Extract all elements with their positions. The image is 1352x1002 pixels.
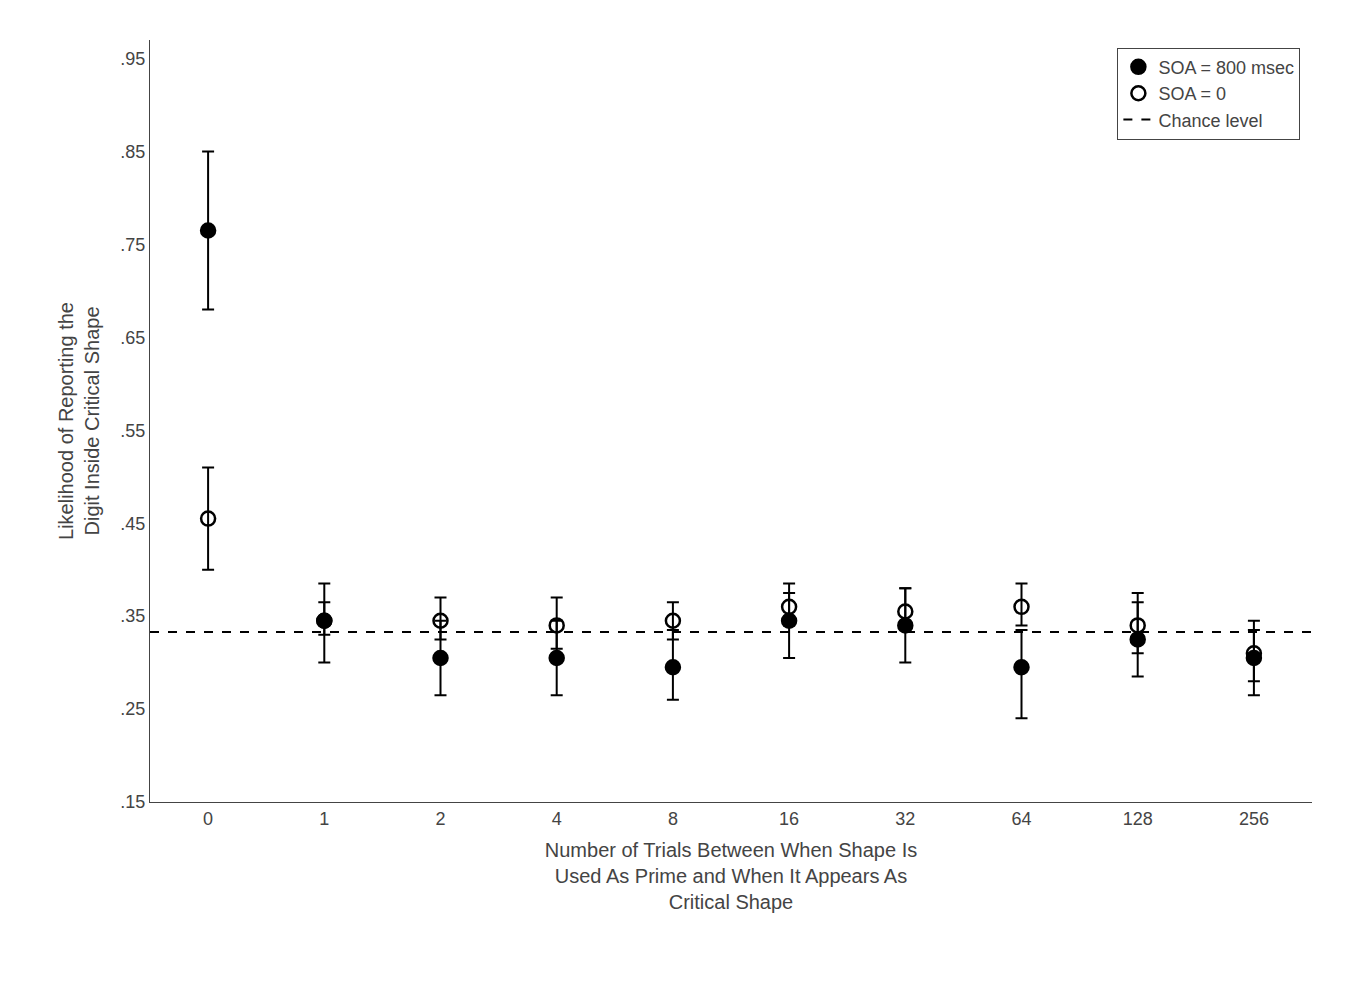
svg-text:256: 256 [1239,809,1269,829]
svg-text:16: 16 [779,809,799,829]
svg-text:SOA = 800 msec: SOA = 800 msec [1158,58,1294,78]
svg-text:128: 128 [1123,809,1153,829]
svg-text:.75: .75 [120,235,145,255]
svg-text:.15: .15 [120,792,145,812]
svg-text:8: 8 [668,809,678,829]
svg-text:Chance level: Chance level [1158,111,1262,131]
svg-text:.35: .35 [120,606,145,626]
svg-text:.95: .95 [120,49,145,69]
svg-text:.55: .55 [120,421,145,441]
svg-text:.25: .25 [120,699,145,719]
svg-text:SOA = 0: SOA = 0 [1158,84,1226,104]
svg-text:0: 0 [203,809,213,829]
svg-text:Number of Trials Between When: Number of Trials Between When Shape IsUs… [545,839,917,913]
svg-text:.85: .85 [120,142,145,162]
svg-text:64: 64 [1011,809,1031,829]
svg-text:.45: .45 [120,514,145,534]
svg-text:32: 32 [895,809,915,829]
svg-text:.65: .65 [120,328,145,348]
svg-text:Likelihood of Reporting theDig: Likelihood of Reporting theDigit Inside … [55,302,103,540]
svg-text:1: 1 [319,809,329,829]
svg-text:4: 4 [552,809,562,829]
svg-text:2: 2 [435,809,445,829]
